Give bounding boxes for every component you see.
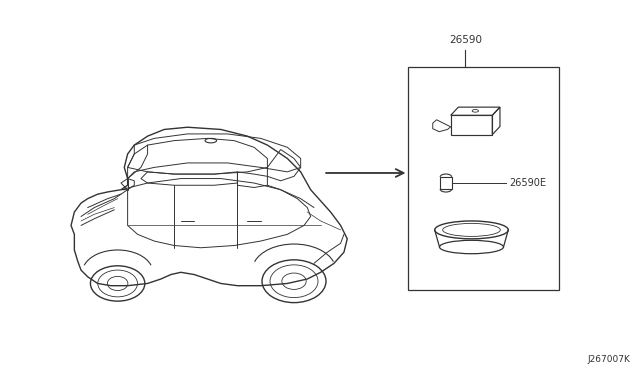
Text: J267007K: J267007K [588, 355, 630, 364]
Bar [408, 67, 559, 290]
Bar [440, 177, 452, 189]
Bar [451, 115, 492, 135]
Text: 26590E: 26590E [509, 178, 547, 188]
Text: 26590: 26590 [449, 35, 482, 45]
